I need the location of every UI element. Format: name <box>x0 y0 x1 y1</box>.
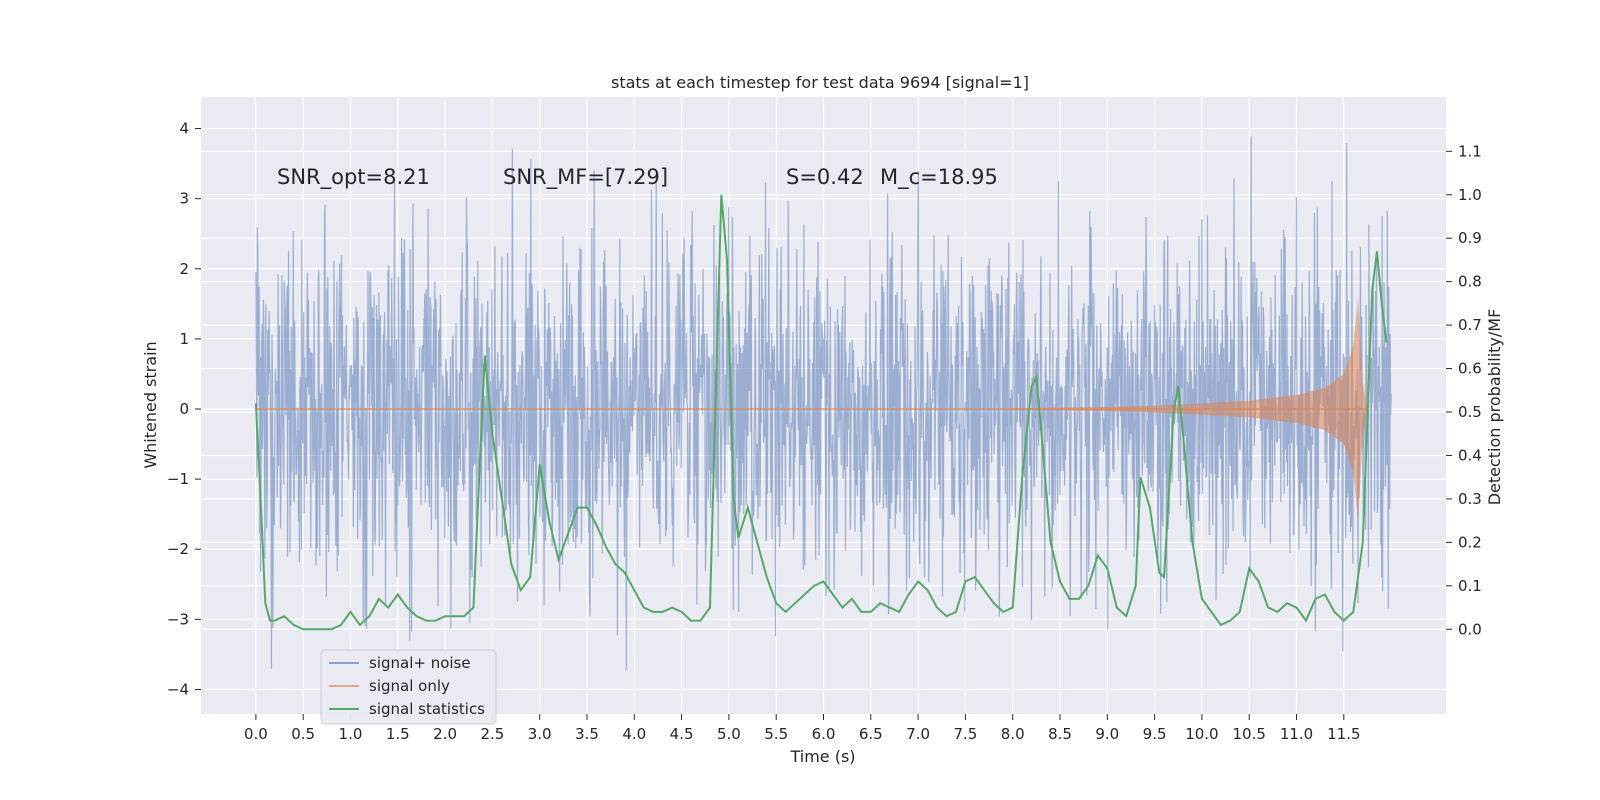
legend: signal+ noise signal only signal statist… <box>320 649 497 725</box>
x-tick-label: 4.0 <box>622 725 646 743</box>
y-tick-label-right: 0.5 <box>1458 403 1482 421</box>
y-tick-label-right: 0.1 <box>1458 577 1482 595</box>
y-tick-label-left: 0 <box>179 400 189 418</box>
y-axis-label-right: Detection probability/MF <box>1485 309 1504 506</box>
y-tick-label-left: −2 <box>167 540 189 558</box>
annotation-snr-mf: SNR_MF=[7.29] <box>503 165 668 190</box>
x-tick-label: 5.5 <box>764 725 788 743</box>
annotation-mc: M_c=18.95 <box>880 165 998 190</box>
y-tick-label-right: 0.0 <box>1458 620 1482 638</box>
x-tick-label: 4.5 <box>670 725 694 743</box>
x-tick-label: 7.5 <box>953 725 977 743</box>
legend-label-noise: signal+ noise <box>369 654 471 672</box>
x-ticks: 0.0 0.5 1.0 1.5 2.0 2.5 3.0 3.5 4.0 4.5 5.0 5.5 6.0 6… <box>244 714 1361 743</box>
noise-trace <box>255 136 1392 671</box>
y-tick-label-left: 2 <box>179 260 189 278</box>
y-tick-label-right: 0.3 <box>1458 490 1482 508</box>
y-tick-label-left: 4 <box>179 120 189 138</box>
y-tick-label-left: 3 <box>179 190 189 208</box>
legend-label-statistics: signal statistics <box>369 700 485 718</box>
y-tick-label-right: 0.4 <box>1458 446 1482 464</box>
y-tick-label-left: −3 <box>167 610 189 628</box>
x-tick-label: 9.0 <box>1095 725 1119 743</box>
x-tick-label: 6.5 <box>859 725 883 743</box>
series-signal-statistics <box>254 194 1388 631</box>
y-tick-label-right: 1.1 <box>1458 142 1482 160</box>
chart-title: stats at each timestep for test data 969… <box>611 73 1029 92</box>
y-ticks-left: −4 −3 −2 −1 0 1 2 3 4 <box>167 120 201 698</box>
y-ticks-right: 0.0 0.1 0.2 0.3 0.4 0.5 0.6 0.7 0.8 0.9 1.0 1.1 <box>1446 142 1482 638</box>
x-tick-label: 2.0 <box>433 725 457 743</box>
statistics-line <box>254 194 1388 631</box>
x-tick-label: 10.5 <box>1233 725 1266 743</box>
x-tick-label: 11.5 <box>1327 725 1360 743</box>
x-tick-label: 8.5 <box>1048 725 1072 743</box>
x-tick-label: 8.0 <box>1001 725 1025 743</box>
x-tick-label: 3.0 <box>528 725 552 743</box>
series-signal-noise <box>255 136 1392 671</box>
x-tick-label: 1.5 <box>386 725 410 743</box>
annotation-s: S=0.42 <box>786 165 864 189</box>
series-signal-only <box>255 296 1368 522</box>
y-tick-label-right: 0.7 <box>1458 316 1482 334</box>
x-tick-label: 9.5 <box>1143 725 1167 743</box>
y-axis-label-left: Whitened strain <box>141 341 160 468</box>
x-tick-label: 0.0 <box>244 725 268 743</box>
legend-box <box>320 649 497 725</box>
x-tick-label: 2.5 <box>480 725 504 743</box>
annotations: SNR_opt=8.21 SNR_MF=[7.29] S=0.42 M_c=18… <box>277 165 998 190</box>
y-tick-label-right: 0.2 <box>1458 533 1482 551</box>
y-tick-label-left: −4 <box>167 680 189 698</box>
legend-label-signal-only: signal only <box>369 677 450 695</box>
x-tick-label: 10.0 <box>1185 725 1218 743</box>
x-tick-label: 3.5 <box>575 725 599 743</box>
y-tick-label-right: 0.6 <box>1458 360 1482 378</box>
y-tick-label-right: 0.8 <box>1458 273 1482 291</box>
x-tick-label: 1.0 <box>339 725 363 743</box>
y-tick-label-right: 1.0 <box>1458 186 1482 204</box>
y-tick-label-left: −1 <box>167 470 189 488</box>
x-tick-label: 5.0 <box>717 725 741 743</box>
annotation-snr-opt: SNR_opt=8.21 <box>277 165 430 190</box>
x-tick-label: 11.0 <box>1280 725 1313 743</box>
x-tick-label: 0.5 <box>291 725 315 743</box>
x-tick-label: 6.0 <box>812 725 836 743</box>
x-axis-label: Time (s) <box>789 747 855 766</box>
y-tick-label-right: 0.9 <box>1458 229 1482 247</box>
y-tick-label-left: 1 <box>179 330 189 348</box>
x-tick-label: 7.0 <box>906 725 930 743</box>
